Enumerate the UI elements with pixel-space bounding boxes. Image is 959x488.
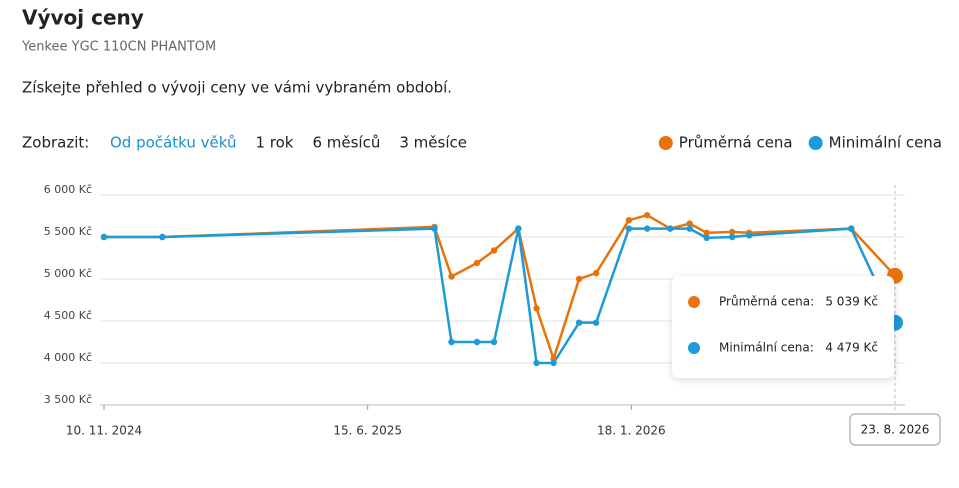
data-point [473,259,481,267]
data-point [431,225,438,232]
tooltip-dot [688,342,700,354]
data-point [575,275,583,283]
data-point [703,229,710,236]
data-point [625,225,633,232]
data-point [686,220,693,227]
data-point [490,247,498,254]
subtitle: Yenkee YGC 110CN PHANTOM [21,40,216,55]
tooltip: Průměrná cena: 5 039 Kč Minimální cena: 4 4… [672,276,894,378]
data-point [625,217,633,224]
data-point [448,338,455,346]
data-point [448,273,455,280]
legend-label: Průměrná cena [679,134,793,152]
description: Získejte přehled o vývoji ceny ve vámi v… [22,79,452,97]
data-point [592,269,600,277]
data-point [490,338,498,346]
data-point [592,319,600,326]
date-badge [849,413,941,446]
tooltip-label: Minimální cena: [719,341,814,355]
data-point [703,234,710,242]
data-point [159,233,166,241]
filter-option[interactable]: 6 měsíců [312,134,380,152]
series-line [104,227,897,365]
filter-label: Zobrazit: [22,134,89,152]
legend-dot [808,136,823,150]
y-tick-label: 6 000 Kč [44,183,92,196]
y-tick-label: 5 000 Kč [44,267,92,280]
data-point [728,228,736,236]
filter-option[interactable]: 1 rok [255,134,293,152]
tooltip-value: 5 039 Kč [825,295,878,309]
y-tick-label: 4 000 Kč [44,351,92,364]
data-point [643,211,651,219]
data-point [575,319,583,326]
tooltip-value: 4 479 Kč [825,341,878,355]
title: Vývoj ceny [22,6,144,30]
data-point [533,359,540,367]
x-tick-label: 10. 11. 2024 [66,424,142,438]
x-tick-label: 23. 8. 2026 [861,423,930,437]
data-point [533,305,540,312]
data-point [728,233,736,241]
y-tick-label: 3 500 Kč [44,393,92,406]
tooltip-box [672,276,894,378]
data-point [667,225,674,232]
data-point [848,225,855,232]
filter-option[interactable]: Od počátku věků [110,134,236,152]
legend-dot [658,136,673,150]
data-point [686,225,693,232]
tooltip-label: Průměrná cena: [719,295,814,309]
series-line [104,213,896,361]
x-tick-label: 18. 1. 2026 [597,424,666,438]
data-point [550,359,557,367]
data-point [745,232,753,239]
y-tick-label: 4 500 Kč [44,309,92,322]
data-point [643,225,651,232]
data-point [473,338,481,346]
legend-label: Minimální cena [829,134,942,152]
y-tick-label: 5 500 Kč [44,225,92,238]
x-tick-label: 15. 6. 2025 [333,424,402,438]
data-point [515,225,522,232]
tooltip-dot [688,296,700,308]
data-point [100,233,108,241]
filter-option[interactable]: 3 měsíce [399,134,467,152]
